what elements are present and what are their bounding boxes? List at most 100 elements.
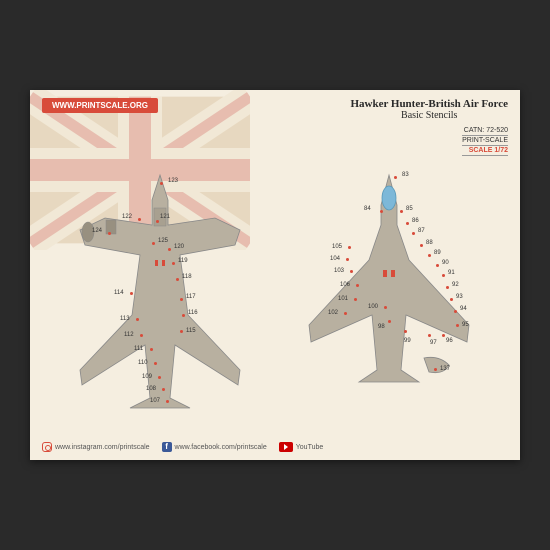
stencil-label: 106 bbox=[340, 282, 350, 288]
stencil-marker bbox=[162, 388, 165, 391]
stencil-marker bbox=[346, 258, 349, 261]
stencil-label: 87 bbox=[418, 228, 425, 234]
decal-sheet: WWW.PRINTSCALE.ORG Hawker Hunter-British… bbox=[30, 90, 520, 460]
stencil-label: 83 bbox=[402, 172, 409, 178]
stencil-label: 125 bbox=[158, 238, 168, 244]
stencil-label: 115 bbox=[186, 328, 196, 334]
stencil-marker bbox=[154, 362, 157, 365]
stencil-marker bbox=[344, 312, 347, 315]
title-subtitle: Basic Stencils bbox=[350, 110, 508, 121]
stencil-label: 92 bbox=[452, 282, 459, 288]
stencil-label: 122 bbox=[122, 214, 132, 220]
stencil-label: 119 bbox=[178, 258, 188, 264]
stencil-label: 137 bbox=[440, 366, 450, 372]
stencil-label: 124 bbox=[92, 228, 102, 234]
stencil-marker bbox=[354, 298, 357, 301]
stencil-label: 96 bbox=[446, 338, 453, 344]
stencil-marker bbox=[182, 314, 185, 317]
aircraft-top-view bbox=[284, 170, 494, 410]
stencil-marker bbox=[400, 210, 403, 213]
stencil-marker bbox=[152, 242, 155, 245]
cat-label: CATN: bbox=[464, 127, 484, 134]
facebook-icon: f bbox=[162, 442, 172, 452]
stencil-label: 123 bbox=[168, 178, 178, 184]
facebook-link[interactable]: f www.facebook.com/printscale bbox=[162, 442, 267, 452]
youtube-label: YouTube bbox=[296, 444, 324, 451]
stencil-marker bbox=[388, 320, 391, 323]
youtube-link[interactable]: YouTube bbox=[279, 442, 324, 452]
stencil-label: 110 bbox=[138, 360, 148, 366]
cat-number: 72-520 bbox=[486, 127, 508, 134]
stencil-marker bbox=[348, 246, 351, 249]
stencil-marker bbox=[160, 182, 163, 185]
stencil-label: 95 bbox=[462, 322, 469, 328]
stencil-label: 118 bbox=[182, 274, 192, 280]
stencil-marker bbox=[140, 334, 143, 337]
stencil-label: 94 bbox=[460, 306, 467, 312]
stencil-label: 104 bbox=[330, 256, 340, 262]
stencil-label: 88 bbox=[426, 240, 433, 246]
stencil-marker bbox=[442, 274, 445, 277]
stencil-label: 103 bbox=[334, 268, 344, 274]
stencil-label: 108 bbox=[146, 386, 156, 392]
stencil-marker bbox=[380, 210, 383, 213]
facebook-url: www.facebook.com/printscale bbox=[175, 444, 267, 451]
stencil-marker bbox=[442, 334, 445, 337]
stencil-label: 97 bbox=[430, 340, 437, 346]
stencil-label: 84 bbox=[364, 206, 371, 212]
stencil-label: 113 bbox=[120, 316, 130, 322]
stencil-label: 101 bbox=[338, 296, 348, 302]
stencil-marker bbox=[404, 330, 407, 333]
url-tab: WWW.PRINTSCALE.ORG bbox=[42, 98, 158, 113]
stencil-label: 100 bbox=[368, 304, 378, 310]
stencil-marker bbox=[428, 334, 431, 337]
instagram-link[interactable]: www.instagram.com/printscale bbox=[42, 442, 150, 452]
stencil-marker bbox=[454, 310, 457, 313]
title-main: Hawker Hunter-British Air Force bbox=[350, 98, 508, 110]
aircraft-bottom-view bbox=[60, 170, 260, 410]
stencil-marker bbox=[356, 284, 359, 287]
footer-social: www.instagram.com/printscale f www.faceb… bbox=[42, 442, 323, 452]
stencil-marker bbox=[412, 232, 415, 235]
stencil-label: 105 bbox=[332, 244, 342, 250]
stencil-marker bbox=[436, 264, 439, 267]
stencil-marker bbox=[156, 220, 159, 223]
stencil-marker bbox=[136, 318, 139, 321]
stencil-marker bbox=[456, 324, 459, 327]
brand-name: PRINT-SCALE bbox=[462, 136, 508, 146]
stencil-label: 89 bbox=[434, 250, 441, 256]
stencil-label: 111 bbox=[134, 346, 143, 352]
stencil-label: 109 bbox=[142, 374, 152, 380]
stencil-label: 86 bbox=[412, 218, 419, 224]
stencil-label: 91 bbox=[448, 270, 455, 276]
stencil-marker bbox=[108, 232, 111, 235]
stencil-marker bbox=[180, 330, 183, 333]
stencil-marker bbox=[166, 400, 169, 403]
stencil-label: 120 bbox=[174, 244, 184, 250]
stencil-label: 99 bbox=[404, 338, 411, 344]
stencil-label: 112 bbox=[124, 332, 134, 338]
stencil-marker bbox=[394, 176, 397, 179]
stencil-marker bbox=[384, 306, 387, 309]
stencil-marker bbox=[434, 368, 437, 371]
stencil-label: 114 bbox=[114, 290, 124, 296]
stencil-marker bbox=[350, 270, 353, 273]
stencil-marker bbox=[420, 244, 423, 247]
youtube-icon bbox=[279, 442, 293, 452]
stencil-marker bbox=[150, 348, 153, 351]
stencil-marker bbox=[428, 254, 431, 257]
stencil-label: 107 bbox=[150, 398, 160, 404]
stencil-marker bbox=[180, 298, 183, 301]
stencil-marker bbox=[450, 298, 453, 301]
stencil-label: 102 bbox=[328, 310, 338, 316]
stencil-label: 93 bbox=[456, 294, 463, 300]
instagram-icon bbox=[42, 442, 52, 452]
stencil-label: 121 bbox=[160, 214, 170, 220]
stencil-marker bbox=[138, 218, 141, 221]
stencil-marker bbox=[406, 222, 409, 225]
stencil-marker bbox=[172, 262, 175, 265]
stencil-label: 116 bbox=[188, 310, 198, 316]
stencil-label: 85 bbox=[406, 206, 413, 212]
stencil-label: 117 bbox=[186, 294, 196, 300]
instagram-url: www.instagram.com/printscale bbox=[55, 444, 150, 451]
